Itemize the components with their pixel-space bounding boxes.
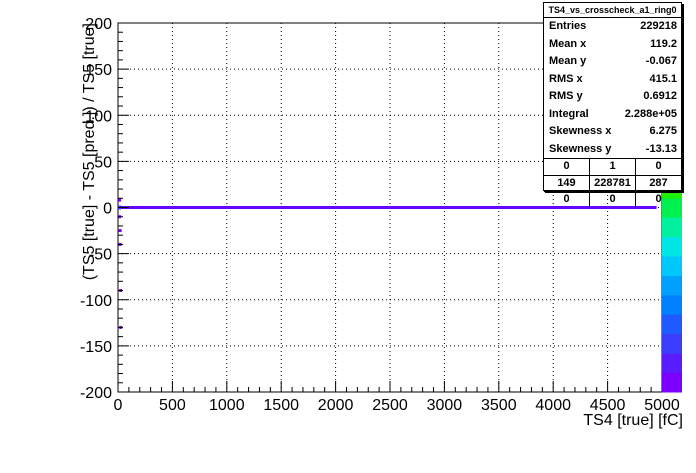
stats-row: Mean y -0.067 <box>544 53 681 71</box>
y-tick-label: 200 <box>85 16 112 33</box>
stats-label: Integral <box>549 107 589 120</box>
stats-row: Mean x 119.2 <box>544 36 681 54</box>
stats-grid-cell: 149 <box>544 175 590 191</box>
x-axis-label: TS4 [true] [fC] <box>583 412 683 429</box>
y-tick-label: 100 <box>85 108 112 125</box>
stats-value: 229218 <box>640 20 677 32</box>
palette-segment <box>662 372 682 393</box>
stats-label: Entries <box>549 20 587 32</box>
stats-grid-cell: 0 <box>590 192 636 208</box>
x-tick-label: 3000 <box>427 397 463 414</box>
x-tick-label: 5000 <box>644 397 680 414</box>
palette-segment <box>662 353 682 374</box>
x-tick-label: 1500 <box>263 397 299 414</box>
stats-grid-cell: 0 <box>655 193 662 205</box>
stats-label: RMS y <box>549 90 583 102</box>
stats-row: Skewness x 6.275 <box>544 123 681 141</box>
stats-row: RMS x 415.1 <box>544 71 681 89</box>
stats-overflow-grid: 0 1 0 149 228781 287 0 0 0 <box>544 158 681 208</box>
stats-value: 119.2 <box>650 37 677 50</box>
palette-segment <box>662 333 682 354</box>
x-tick-label: 2000 <box>318 397 354 414</box>
stats-row: Skewness y -13.13 <box>544 141 681 159</box>
stats-title: TS4_vs_crosscheck_a1_ring0 <box>544 3 681 18</box>
stats-value: 0.6912 <box>643 90 677 102</box>
stats-label: Mean y <box>549 55 587 67</box>
x-tick-label: 0 <box>114 397 123 414</box>
stats-row: RMS y 0.6912 <box>544 88 681 106</box>
y-tick-label: 150 <box>85 62 112 79</box>
stats-value: -0.067 <box>645 55 677 67</box>
stats-row: Entries 229218 <box>544 18 681 36</box>
stats-label: Skewness y <box>549 142 612 155</box>
stats-grid-row: 149 228781 287 <box>544 175 681 192</box>
x-tick-label: 500 <box>159 397 186 414</box>
stats-grid-cell: 0 <box>544 159 590 175</box>
stats-grid-cell: 0 <box>655 160 662 172</box>
stats-grid-cell: 228781 <box>590 175 636 191</box>
stats-label: RMS x <box>549 72 583 85</box>
y-axis-label: (TS5 [true] - TS5 [pred.]) / TS5 [true] <box>81 23 98 280</box>
data-cell <box>118 198 122 202</box>
x-tick-label: 3500 <box>481 397 517 414</box>
x-tick-label: 1000 <box>209 397 245 414</box>
stats-row: Integral 2.288e+05 <box>544 106 681 124</box>
stats-grid-cell: 287 <box>649 176 668 189</box>
y-tick-label: -200 <box>80 385 112 402</box>
palette-segment <box>662 314 682 335</box>
palette-segment <box>662 197 682 218</box>
data-cell <box>118 229 122 233</box>
stats-value: -13.13 <box>645 142 677 155</box>
y-tick-label: -50 <box>89 247 112 264</box>
palette-segment <box>662 275 682 296</box>
palette-segment <box>662 256 682 276</box>
y-tick-label: -150 <box>80 339 112 356</box>
y-tick-label: 0 <box>103 201 112 218</box>
stats-box: TS4_vs_crosscheck_a1_ring0 Entries 229218… <box>543 2 682 208</box>
x-tick-label: 2500 <box>372 397 408 414</box>
palette-segment <box>662 294 682 315</box>
palette-segment <box>662 236 682 257</box>
stats-label: Skewness x <box>549 125 612 137</box>
stats-grid-cell: 1 <box>590 159 636 175</box>
data-band <box>118 206 657 209</box>
stats-value: 6.275 <box>649 125 677 137</box>
stats-grid-cell: 0 <box>544 192 590 208</box>
x-tick-label: 4500 <box>590 397 626 414</box>
y-tick-label: -100 <box>80 293 112 310</box>
stats-value: 2.288e+05 <box>624 107 677 120</box>
y-tick-label: 50 <box>94 154 112 171</box>
palette-segment <box>662 217 682 238</box>
x-tick-label: 4000 <box>535 397 571 414</box>
stats-value: 415.1 <box>649 72 677 85</box>
stats-label: Mean x <box>549 37 587 50</box>
